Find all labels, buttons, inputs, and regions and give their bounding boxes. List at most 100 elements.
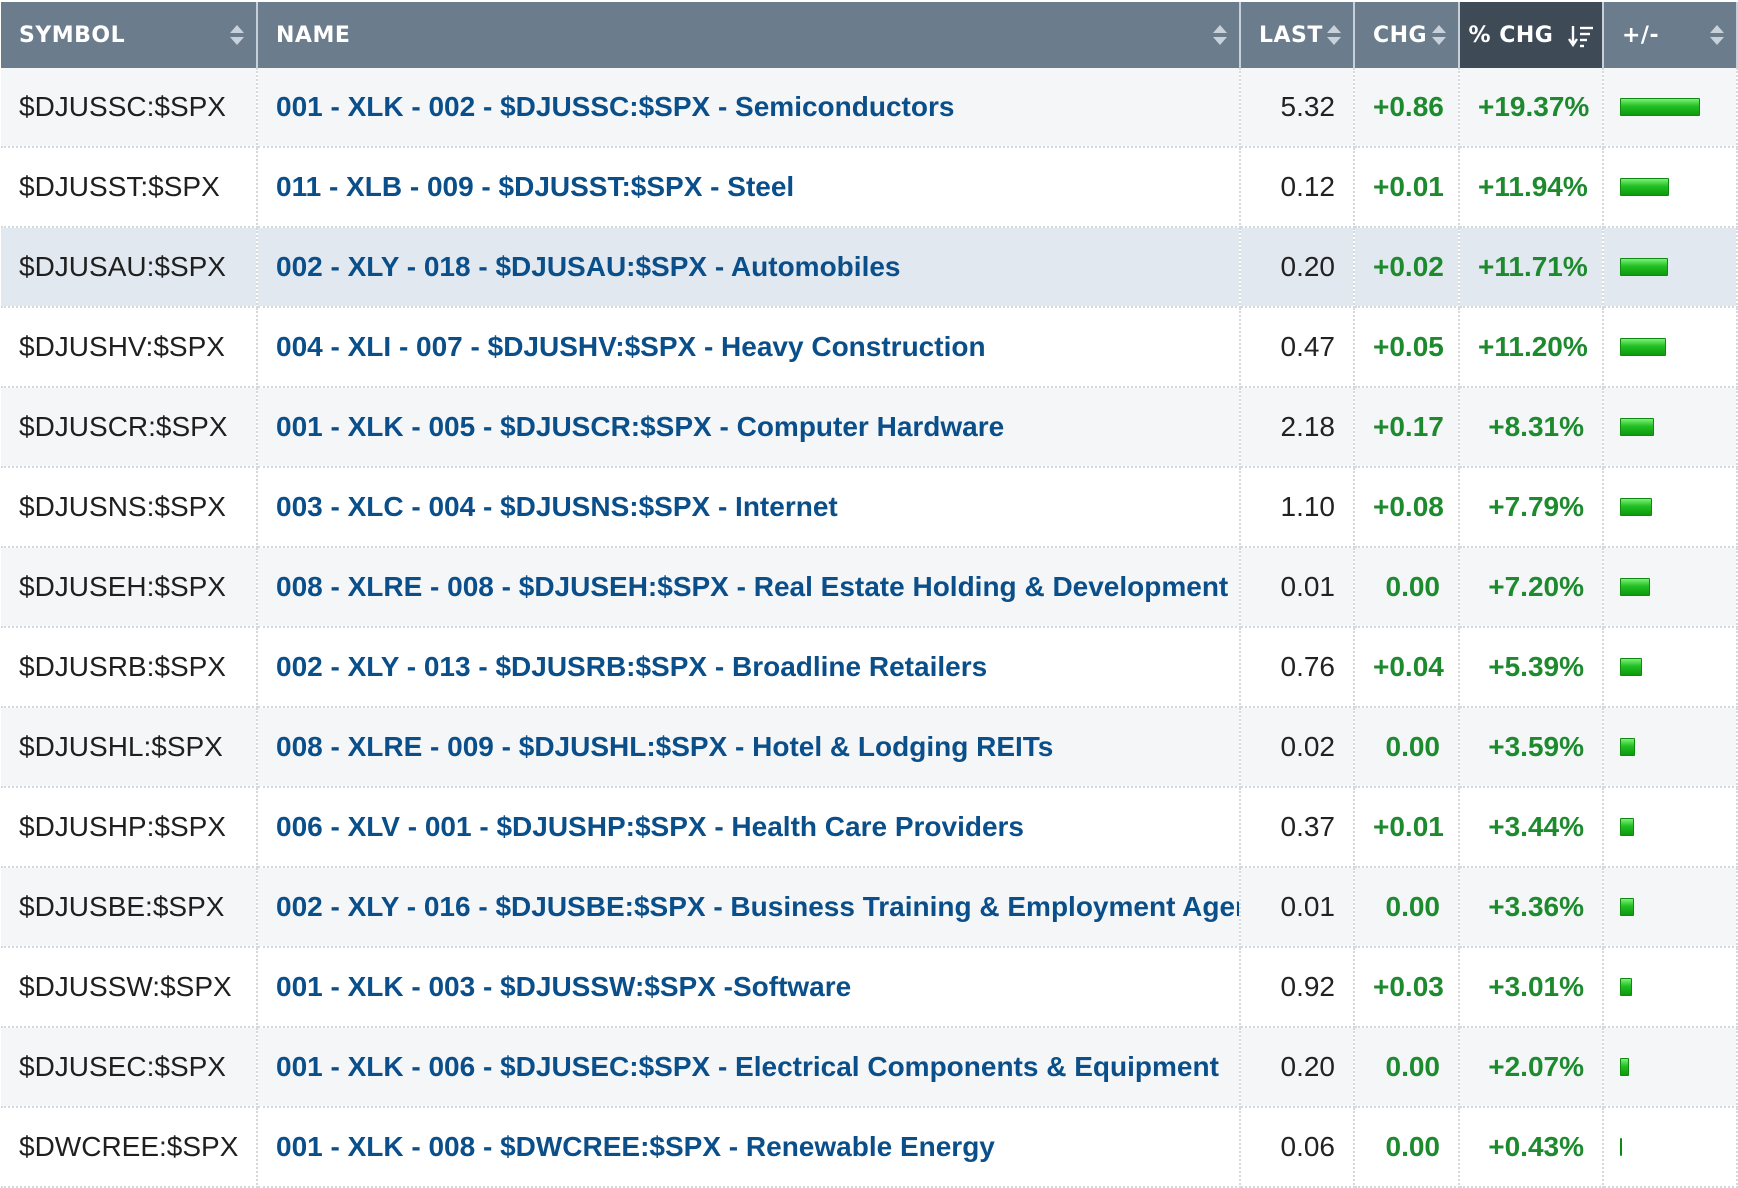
pct-chg-cell: +3.59% <box>1459 707 1604 788</box>
change-bar-cell <box>1603 867 1738 948</box>
column-header-last-label: LAST <box>1259 22 1323 48</box>
pct-chg-cell: +3.44% <box>1459 787 1604 868</box>
chg-cell: +0.04 <box>1354 627 1460 708</box>
table-header: SYMBOL NAME LAST CHG % CHG <box>1 2 1738 68</box>
chg-cell: +0.01 <box>1354 147 1460 228</box>
change-bar-cell <box>1603 307 1738 388</box>
name-link[interactable]: 001 - XLK - 003 - $DJUSSW:$SPX -Software <box>276 971 852 1002</box>
table-row[interactable]: $DJUSCR:$SPX 001 - XLK - 005 - $DJUSCR:$S… <box>1 387 1738 468</box>
last-cell: 0.92 <box>1240 947 1355 1028</box>
pct-chg-cell: +7.20% <box>1459 547 1604 628</box>
chg-cell: 0.00 <box>1354 707 1460 788</box>
change-bar <box>1620 498 1652 516</box>
table-row[interactable]: $DJUSBE:$SPX 002 - XLY - 016 - $DJUSBE:$S… <box>1 867 1738 948</box>
symbol-cell: $DJUSHL:$SPX <box>1 707 258 788</box>
table-row[interactable]: $DJUSST:$SPX 011 - XLB - 009 - $DJUSST:$S… <box>1 147 1738 228</box>
chg-cell: +0.03 <box>1354 947 1460 1028</box>
name-link[interactable]: 002 - XLY - 018 - $DJUSAU:$SPX - Automob… <box>276 251 901 282</box>
column-header-chg[interactable]: CHG <box>1354 2 1460 68</box>
symbol-cell: $DJUSRB:$SPX <box>1 627 258 708</box>
name-cell: 002 - XLY - 018 - $DJUSAU:$SPX - Automob… <box>257 227 1241 308</box>
table-row[interactable]: $DJUSEH:$SPX 008 - XLRE - 008 - $DJUSEH:$… <box>1 547 1738 628</box>
name-cell: 003 - XLC - 004 - $DJUSNS:$SPX - Interne… <box>257 467 1241 548</box>
change-bar-cell <box>1603 147 1738 228</box>
last-cell: 0.20 <box>1240 1027 1355 1108</box>
symbol-cell: $DJUSSW:$SPX <box>1 947 258 1028</box>
column-header-plus-minus-label: +/- <box>1622 22 1660 48</box>
table-row[interactable]: $DJUSEC:$SPX 001 - XLK - 006 - $DJUSEC:$S… <box>1 1027 1738 1108</box>
pct-chg-cell: +3.36% <box>1459 867 1604 948</box>
name-link[interactable]: 001 - XLK - 005 - $DJUSCR:$SPX - Compute… <box>276 411 1005 442</box>
change-bar <box>1620 1058 1629 1076</box>
table-row[interactable]: $DJUSHV:$SPX 004 - XLI - 007 - $DJUSHV:$S… <box>1 307 1738 388</box>
change-bar <box>1620 658 1642 676</box>
chg-cell: +0.17 <box>1354 387 1460 468</box>
name-link[interactable]: 008 - XLRE - 008 - $DJUSEH:$SPX - Real E… <box>276 571 1229 602</box>
column-header-chg-label: CHG <box>1373 22 1428 48</box>
symbol-cell: $DJUSBE:$SPX <box>1 867 258 948</box>
change-bar <box>1620 578 1650 596</box>
sort-arrows-icon <box>230 24 244 46</box>
column-header-symbol[interactable]: SYMBOL <box>1 2 258 68</box>
change-bar <box>1620 1138 1622 1156</box>
column-header-pct-chg[interactable]: % CHG <box>1459 2 1604 68</box>
table-row[interactable]: $DWCREE:$SPX 001 - XLK - 008 - $DWCREE:$S… <box>1 1107 1738 1188</box>
symbol-cell: $DJUSCR:$SPX <box>1 387 258 468</box>
symbol-cell: $DJUSHP:$SPX <box>1 787 258 868</box>
table-row[interactable]: $DJUSHP:$SPX 006 - XLV - 001 - $DJUSHP:$S… <box>1 787 1738 868</box>
name-cell: 011 - XLB - 009 - $DJUSST:$SPX - Steel <box>257 147 1241 228</box>
chg-cell: +0.08 <box>1354 467 1460 548</box>
pct-chg-cell: +0.43% <box>1459 1107 1604 1188</box>
pct-chg-cell: +3.01% <box>1459 947 1604 1028</box>
table-row[interactable]: $DJUSRB:$SPX 002 - XLY - 013 - $DJUSRB:$S… <box>1 627 1738 708</box>
name-link[interactable]: 011 - XLB - 009 - $DJUSST:$SPX - Steel <box>276 171 795 202</box>
name-cell: 001 - XLK - 006 - $DJUSEC:$SPX - Electri… <box>257 1027 1241 1108</box>
name-cell: 008 - XLRE - 009 - $DJUSHL:$SPX - Hotel … <box>257 707 1241 788</box>
table-row[interactable]: $DJUSAU:$SPX 002 - XLY - 018 - $DJUSAU:$S… <box>1 227 1738 308</box>
symbol-cell: $DJUSST:$SPX <box>1 147 258 228</box>
name-link[interactable]: 001 - XLK - 002 - $DJUSSC:$SPX - Semicon… <box>276 91 955 122</box>
name-link[interactable]: 001 - XLK - 006 - $DJUSEC:$SPX - Electri… <box>276 1051 1219 1082</box>
sort-arrows-icon <box>1213 24 1227 46</box>
column-header-last[interactable]: LAST <box>1240 2 1355 68</box>
last-cell: 5.32 <box>1240 68 1355 148</box>
last-cell: 0.02 <box>1240 707 1355 788</box>
name-cell: 001 - XLK - 003 - $DJUSSW:$SPX -Software <box>257 947 1241 1028</box>
name-link[interactable]: 008 - XLRE - 009 - $DJUSHL:$SPX - Hotel … <box>276 731 1054 762</box>
table-row[interactable]: $DJUSSC:$SPX 001 - XLK - 002 - $DJUSSC:$S… <box>1 68 1738 148</box>
chg-cell: 0.00 <box>1354 1107 1460 1188</box>
sort-arrows-icon <box>1432 24 1446 46</box>
name-link[interactable]: 002 - XLY - 013 - $DJUSRB:$SPX - Broadli… <box>276 651 988 682</box>
pct-chg-cell: +19.37% <box>1459 68 1604 148</box>
change-bar <box>1620 178 1669 196</box>
table-row[interactable]: $DJUSHL:$SPX 008 - XLRE - 009 - $DJUSHL:$… <box>1 707 1738 788</box>
change-bar <box>1620 98 1700 116</box>
last-cell: 0.06 <box>1240 1107 1355 1188</box>
name-cell: 001 - XLK - 002 - $DJUSSC:$SPX - Semicon… <box>257 68 1241 148</box>
sort-arrows-icon <box>1710 24 1724 46</box>
column-header-plus-minus[interactable]: +/- <box>1603 2 1738 68</box>
name-link[interactable]: 004 - XLI - 007 - $DJUSHV:$SPX - Heavy C… <box>276 331 986 362</box>
pct-chg-cell: +8.31% <box>1459 387 1604 468</box>
change-bar-cell <box>1603 467 1738 548</box>
pct-chg-cell: +2.07% <box>1459 1027 1604 1108</box>
change-bar <box>1620 258 1668 276</box>
change-bar <box>1620 818 1634 836</box>
change-bar-cell <box>1603 547 1738 628</box>
last-cell: 0.01 <box>1240 867 1355 948</box>
chg-cell: 0.00 <box>1354 1027 1460 1108</box>
symbol-cell: $DJUSAU:$SPX <box>1 227 258 308</box>
pct-chg-cell: +11.20% <box>1459 307 1604 388</box>
column-header-name[interactable]: NAME <box>257 2 1241 68</box>
table-row[interactable]: $DJUSNS:$SPX 003 - XLC - 004 - $DJUSNS:$S… <box>1 467 1738 548</box>
table-row[interactable]: $DJUSSW:$SPX 001 - XLK - 003 - $DJUSSW:$S… <box>1 947 1738 1028</box>
column-header-symbol-label: SYMBOL <box>19 22 126 48</box>
name-cell: 004 - XLI - 007 - $DJUSHV:$SPX - Heavy C… <box>257 307 1241 388</box>
change-bar <box>1620 738 1635 756</box>
name-link[interactable]: 003 - XLC - 004 - $DJUSNS:$SPX - Interne… <box>276 491 838 522</box>
name-cell: 002 - XLY - 013 - $DJUSRB:$SPX - Broadli… <box>257 627 1241 708</box>
name-link[interactable]: 002 - XLY - 016 - $DJUSBE:$SPX - Busines… <box>276 891 1240 922</box>
name-link[interactable]: 006 - XLV - 001 - $DJUSHP:$SPX - Health … <box>276 811 1024 842</box>
name-link[interactable]: 001 - XLK - 008 - $DWCREE:$SPX - Renewab… <box>276 1131 995 1162</box>
